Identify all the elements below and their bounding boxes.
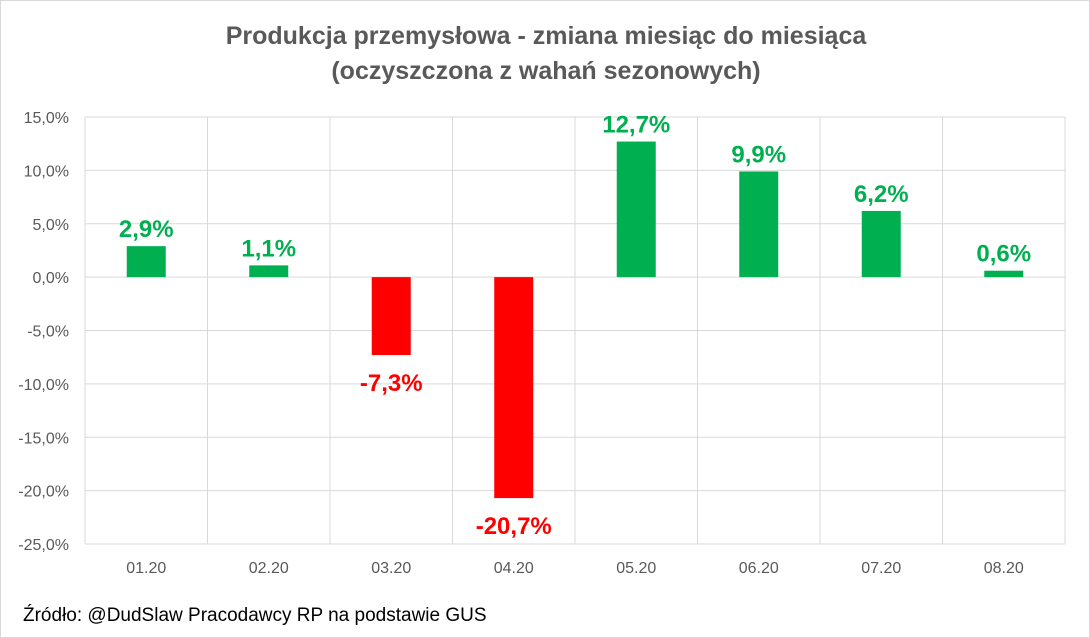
bar-03.20 <box>371 277 411 356</box>
bar-06.20 <box>739 171 779 278</box>
bar-01.20 <box>126 246 166 278</box>
data-label: -20,7% <box>476 513 552 540</box>
bar-05.20 <box>616 141 656 278</box>
chart-title: Produkcja przemysłowa - zmiana miesiąc d… <box>226 22 868 50</box>
bar-08.20 <box>984 270 1024 278</box>
source-note: Źródło: @DudSlaw Pracodawcy RP na podsta… <box>23 605 487 626</box>
x-tick-label: 06.20 <box>739 560 779 577</box>
bar-02.20 <box>249 265 289 278</box>
y-tick-label: 10,0% <box>24 163 69 180</box>
bar-04.20 <box>494 277 534 499</box>
y-tick-label: 5,0% <box>33 217 69 234</box>
y-tick-label: -5,0% <box>27 324 69 341</box>
data-label: 0,6% <box>976 241 1031 268</box>
data-label: 1,1% <box>241 235 296 262</box>
gridlines <box>84 116 1066 545</box>
y-tick-label: -20,0% <box>18 484 69 501</box>
x-tick-label: 02.20 <box>249 560 289 577</box>
data-label: -7,3% <box>360 370 423 397</box>
x-tick-label: 04.20 <box>494 560 534 577</box>
data-label: 12,7% <box>602 112 670 139</box>
data-label: 9,9% <box>731 141 786 168</box>
chart-subtitle: (oczyszczona z wahań sezonowych) <box>331 57 760 85</box>
x-tick-label: 03.20 <box>371 560 411 577</box>
x-tick-label: 05.20 <box>616 560 656 577</box>
x-tick-label: 01.20 <box>126 560 166 577</box>
y-tick-label: -10,0% <box>18 377 69 394</box>
data-labels: 2,9% 1,1% -7,3% -20,7% 12,7% 9,9% 6,2% 0,6% <box>119 112 1031 541</box>
y-tick-label: -15,0% <box>18 430 69 447</box>
bar-chart: Produkcja przemysłowa - zmiana miesiąc d… <box>18 22 1066 577</box>
x-tick-label: 08.20 <box>984 560 1024 577</box>
bar-07.20 <box>861 210 901 278</box>
y-tick-label: 0,0% <box>33 270 69 287</box>
data-label: 2,9% <box>119 216 174 243</box>
y-axis: 15,0% 10,0% 5,0% 0,0% -5,0% -10,0% -15,0% -20,0… <box>18 110 69 554</box>
y-tick-label: 15,0% <box>24 110 69 127</box>
data-label: 6,2% <box>854 181 909 208</box>
bars <box>126 141 1024 499</box>
x-tick-label: 07.20 <box>861 560 901 577</box>
x-axis: 01.20 02.20 03.20 04.20 05.20 06.20 07.20 08.20 <box>126 560 1024 577</box>
y-tick-label: -25,0% <box>18 537 69 554</box>
